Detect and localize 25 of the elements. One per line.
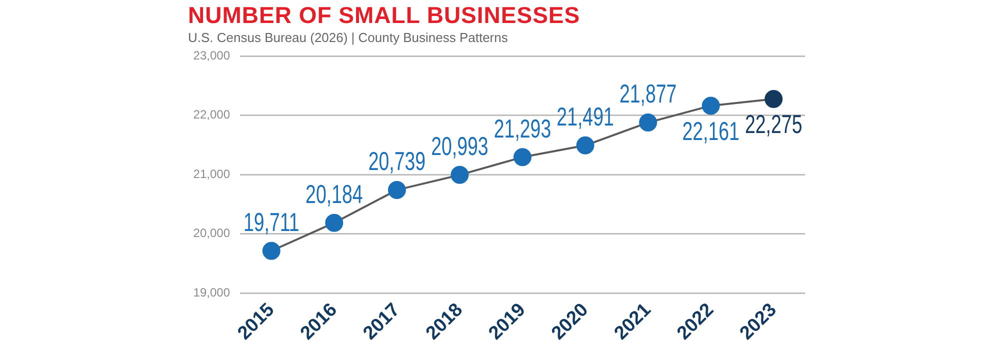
- data-label: 22,161: [682, 116, 740, 146]
- data-label: 20,993: [431, 130, 488, 161]
- data-label: 20,739: [368, 146, 426, 176]
- y-tick-label: 20,000: [193, 226, 230, 240]
- y-tick-label: 22,000: [193, 108, 230, 122]
- point: [639, 114, 658, 132]
- point: [514, 148, 532, 166]
- point: [450, 166, 469, 184]
- data-label: 19,711: [243, 206, 300, 237]
- y-tick-label: 23,000: [193, 48, 230, 62]
- data-label: 21,877: [619, 78, 677, 108]
- y-tick-label: 21,000: [193, 166, 230, 181]
- chart-subtitle: U.S. Census Bureau (2026) | County Business Patterns: [188, 30, 508, 45]
- data-label: 20,184: [306, 178, 363, 209]
- point: [702, 96, 720, 115]
- point: [325, 214, 344, 232]
- data-label: 21,491: [556, 101, 614, 132]
- data-label: 21,293: [494, 113, 552, 144]
- point: [388, 180, 406, 199]
- point: [262, 242, 280, 260]
- y-tick-label: 19,000: [193, 285, 230, 300]
- chart-title: NUMBER OF SMALL BUSINESSES: [188, 2, 580, 29]
- point: [764, 90, 783, 108]
- data-label: 22,275: [745, 109, 802, 139]
- point: [576, 136, 594, 154]
